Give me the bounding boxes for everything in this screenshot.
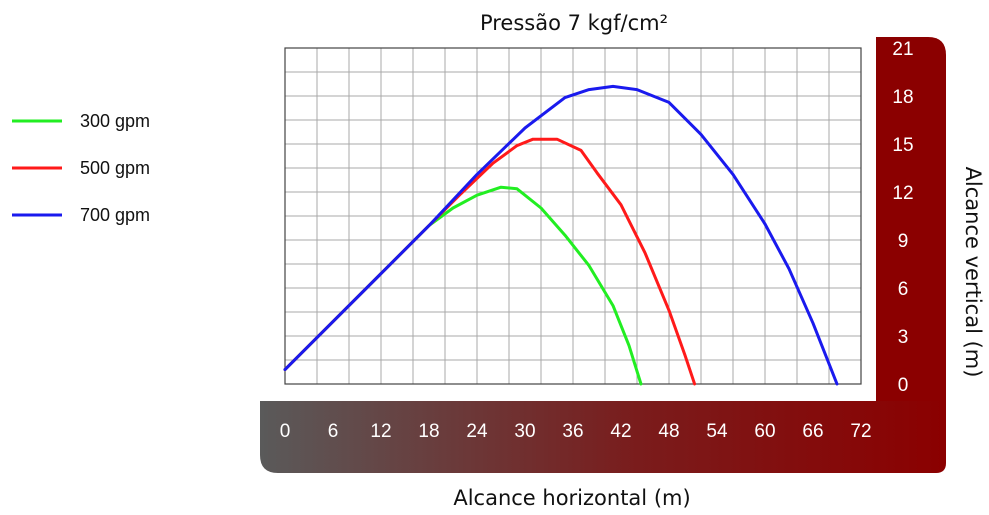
y-tick-label: 12	[892, 183, 913, 204]
x-tick-label: 60	[754, 421, 775, 442]
y-tick-label: 9	[898, 231, 909, 252]
x-tick-label: 18	[418, 421, 439, 442]
x-tick-label: 54	[706, 421, 728, 442]
y-tick-labels: 0 3 6 9 12 15 18 21	[892, 39, 913, 396]
x-tick-label: 72	[850, 421, 871, 442]
legend-label: 700 gpm	[80, 205, 150, 225]
legend: 300 gpm 500 gpm 700 gpm	[12, 111, 150, 225]
y-tick-label: 15	[892, 135, 913, 156]
y-axis-band	[876, 37, 946, 473]
x-tick-label: 30	[514, 421, 535, 442]
legend-item: 300 gpm	[12, 111, 150, 131]
x-tick-label: 48	[658, 421, 679, 442]
y-tick-label: 18	[892, 87, 913, 108]
legend-label: 300 gpm	[80, 111, 150, 131]
x-tick-label: 36	[562, 421, 583, 442]
plot-border	[284, 47, 862, 385]
x-tick-labels: 0 6 12 18 24 30 36 42 48 54 60 66 72	[280, 421, 872, 442]
y-tick-label: 6	[898, 279, 909, 300]
x-tick-label: 0	[280, 421, 291, 442]
y-tick-label: 0	[898, 375, 909, 396]
gridlines	[285, 48, 861, 384]
chart-title: Pressão 7 kgf/cm²	[480, 11, 668, 35]
y-tick-label: 3	[898, 327, 909, 348]
x-axis-label: Alcance horizontal (m)	[453, 486, 690, 510]
x-axis-band	[260, 401, 946, 473]
legend-item: 700 gpm	[12, 205, 150, 225]
x-tick-label: 24	[466, 421, 488, 442]
x-tick-label: 12	[370, 421, 391, 442]
x-tick-label: 6	[328, 421, 339, 442]
legend-item: 500 gpm	[12, 158, 150, 178]
series-lines	[283, 84, 839, 386]
x-tick-label: 66	[802, 421, 823, 442]
legend-label: 500 gpm	[80, 158, 150, 178]
x-tick-label: 42	[610, 421, 631, 442]
y-axis-label: Alcance vertical (m)	[961, 167, 985, 378]
series-line-700-gpm	[283, 84, 839, 386]
y-tick-label: 21	[892, 39, 913, 60]
